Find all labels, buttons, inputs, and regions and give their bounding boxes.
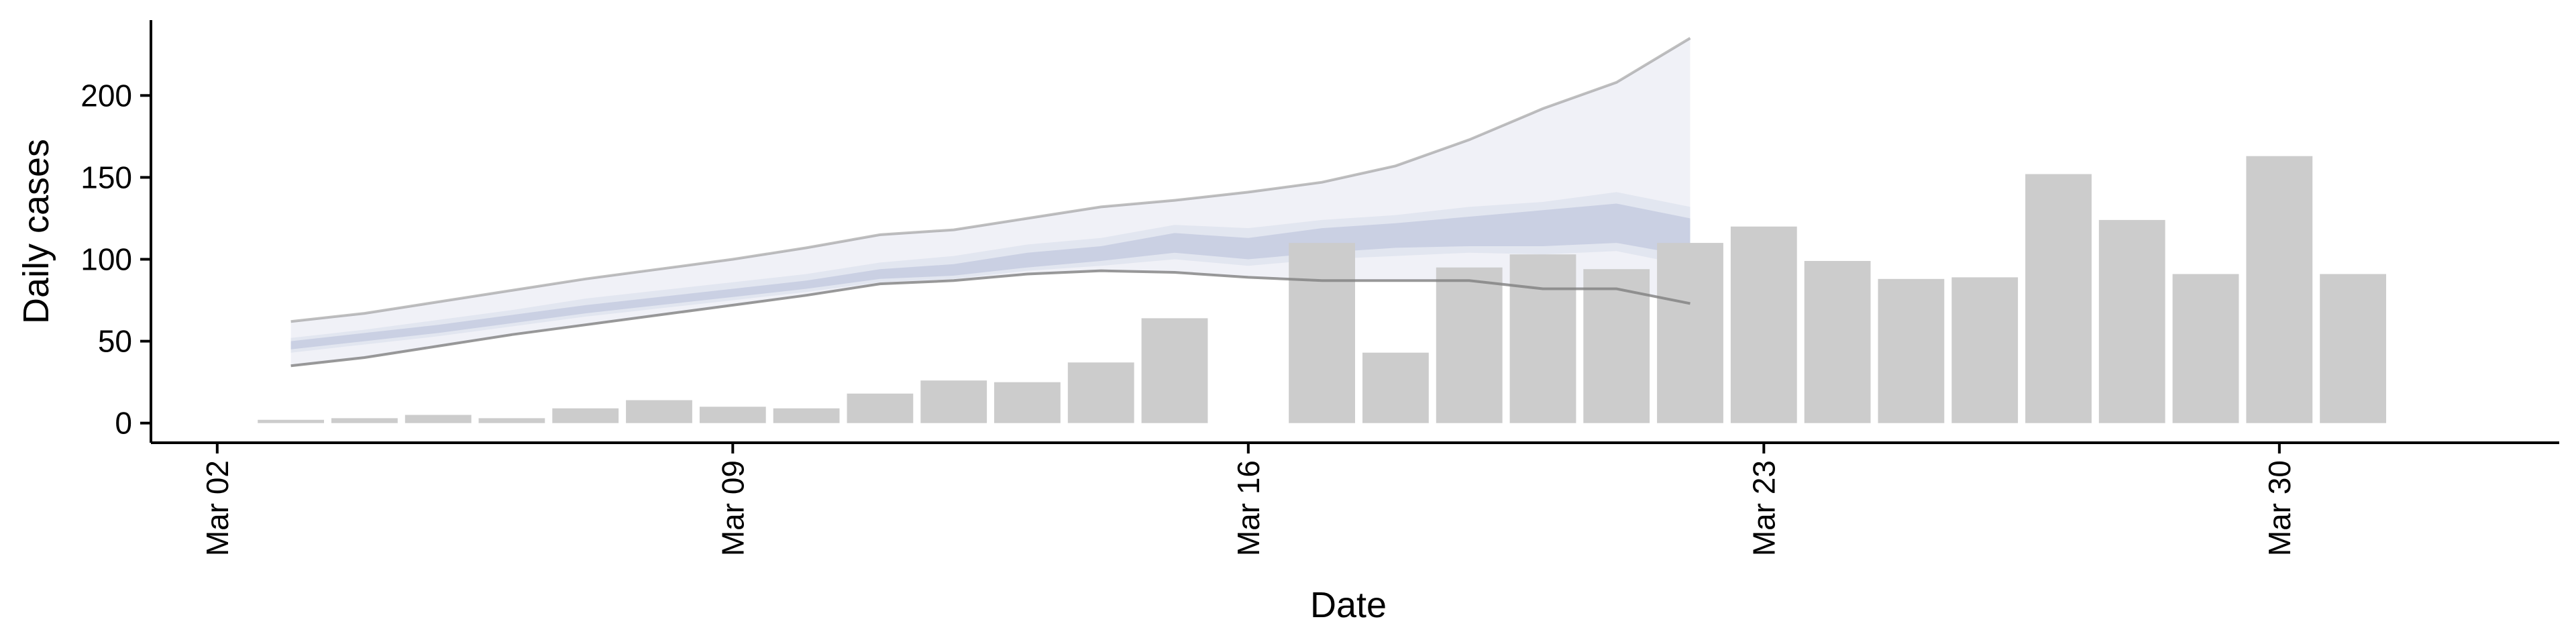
bar-mar-11 bbox=[847, 393, 914, 423]
bar-mar-18 bbox=[1362, 352, 1429, 423]
bar-mar-25 bbox=[1878, 278, 1945, 423]
bar-mar-22 bbox=[1657, 243, 1723, 423]
bar-mar-23 bbox=[1730, 226, 1797, 423]
y-tick-label-200: 200 bbox=[80, 78, 132, 113]
nowcast-band-90 bbox=[290, 38, 1690, 366]
bar-mar-15 bbox=[1141, 318, 1208, 423]
bar-mar-24 bbox=[1804, 261, 1871, 423]
y-axis-ticks: 0 50 100 150 200 bbox=[80, 78, 151, 441]
nowcast-lower-line bbox=[290, 269, 1690, 368]
bar-mar-30 bbox=[2246, 156, 2313, 423]
bar-mar-29 bbox=[2172, 274, 2239, 423]
x-tick-label-mar-9: Mar 09 bbox=[715, 460, 750, 556]
bar-mar-19 bbox=[1436, 267, 1503, 423]
y-axis-title: Daily cases bbox=[16, 139, 56, 324]
bar-mar-10 bbox=[773, 408, 840, 423]
bar-layer bbox=[258, 156, 2386, 423]
bar-mar-14 bbox=[1067, 362, 1134, 423]
y-tick-label-0: 0 bbox=[115, 406, 132, 441]
x-tick-label-mar-2: Mar 02 bbox=[200, 460, 235, 556]
bar-mar-8 bbox=[626, 400, 692, 423]
bar-mar-13 bbox=[994, 382, 1061, 423]
x-tick-label-mar-16: Mar 16 bbox=[1231, 460, 1266, 556]
y-tick-label-50: 50 bbox=[98, 324, 132, 359]
bar-mar-12 bbox=[920, 380, 987, 423]
bar-mar-28 bbox=[2098, 219, 2165, 423]
bar-mar-26 bbox=[1951, 277, 2019, 423]
bar-mar-9 bbox=[699, 407, 766, 423]
bar-mar-31 bbox=[2320, 274, 2386, 423]
bar-mar-5 bbox=[405, 415, 472, 423]
bar-mar-3 bbox=[258, 419, 324, 423]
nowcast-upper-line bbox=[290, 37, 1691, 323]
x-tick-label-mar-30: Mar 30 bbox=[2262, 460, 2297, 556]
nowcast-band-layer bbox=[290, 38, 1690, 366]
nowcast-line-layer bbox=[290, 37, 1691, 368]
bar-mar-27 bbox=[2025, 174, 2092, 423]
x-axis-title: Date bbox=[1310, 585, 1387, 625]
bar-mar-6 bbox=[478, 418, 545, 423]
bar-mar-4 bbox=[331, 418, 398, 423]
x-axis-ticks: Mar 02 Mar 09 Mar 16 Mar 23 Mar 30 bbox=[200, 443, 2297, 556]
x-tick-label-mar-23: Mar 23 bbox=[1746, 460, 1781, 556]
nowcast-band-20 bbox=[290, 203, 1690, 350]
y-tick-label-150: 150 bbox=[80, 160, 132, 195]
bar-mar-20 bbox=[1509, 254, 1576, 423]
y-tick-label-100: 100 bbox=[80, 242, 132, 277]
bar-mar-7 bbox=[552, 408, 619, 423]
bar-mar-17 bbox=[1289, 243, 1355, 423]
bar-mar-21 bbox=[1583, 269, 1650, 423]
